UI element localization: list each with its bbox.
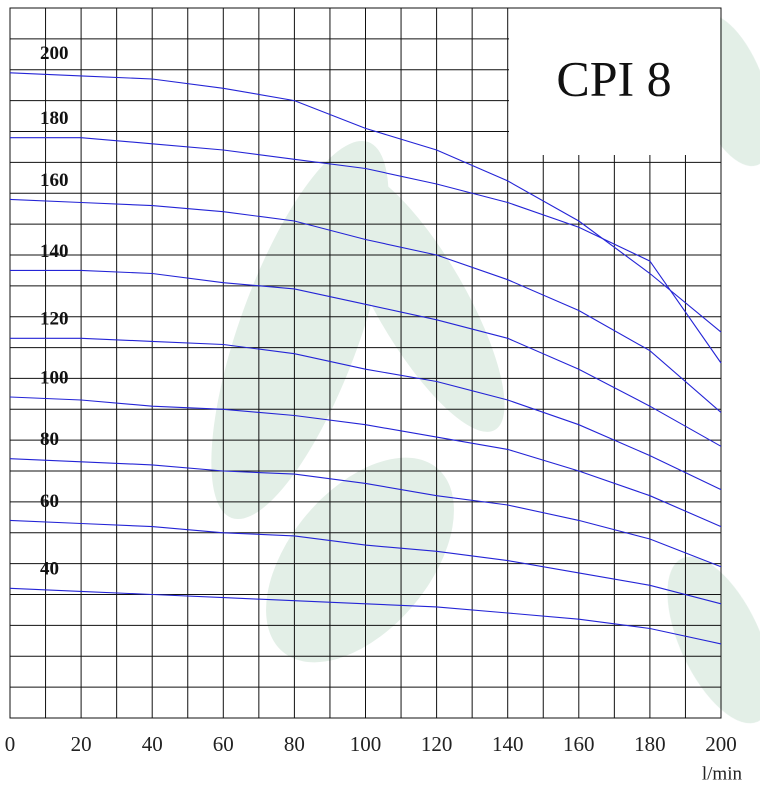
- x-tick-label: 0: [5, 732, 16, 756]
- x-tick-label: 140: [492, 732, 524, 756]
- series-line: [9, 519, 722, 605]
- x-tick-label: 120: [421, 732, 453, 756]
- series-label: 160: [40, 170, 69, 191]
- series-label: 100: [40, 367, 69, 388]
- series-label: 200: [40, 43, 69, 64]
- series-label: 140: [40, 241, 69, 262]
- x-tick-label: 100: [350, 732, 382, 756]
- x-tick-label: 180: [634, 732, 666, 756]
- series-label: 80: [40, 429, 59, 450]
- series-line: [9, 396, 722, 528]
- series-label: 120: [40, 309, 69, 330]
- series-line: [10, 269, 722, 447]
- series-line: [10, 137, 722, 364]
- x-axis-label: l/min: [702, 763, 743, 784]
- watermark: [211, 13, 760, 724]
- x-tick-label: 60: [213, 732, 234, 756]
- series-group: 200 180 160 140 120 100 80 60 40: [9, 43, 722, 645]
- title-box: [509, 9, 720, 155]
- series-line: [9, 458, 722, 568]
- series-line: [10, 337, 722, 491]
- series-line: [9, 198, 722, 413]
- x-tick-label: 80: [284, 732, 305, 756]
- x-tick-label: 200: [705, 732, 737, 756]
- x-tick-label: 40: [142, 732, 163, 756]
- chart-title: CPI 8: [556, 50, 671, 106]
- series-label: 60: [40, 491, 59, 512]
- series-label: 40: [40, 559, 59, 580]
- series-line: [9, 587, 722, 645]
- x-tick-label: 160: [563, 732, 595, 756]
- x-tick-label: 20: [71, 732, 92, 756]
- series-label: 180: [40, 108, 69, 129]
